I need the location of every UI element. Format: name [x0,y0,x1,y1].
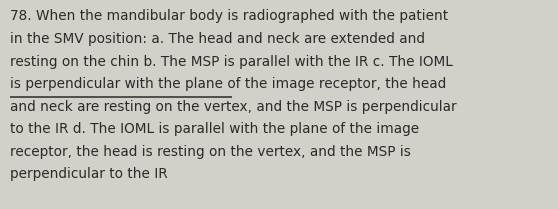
Text: 78. When the mandibular body is radiographed with the patient: 78. When the mandibular body is radiogra… [10,9,448,23]
Text: resting on the chin b. The MSP is parallel with the IR c. The IOML: resting on the chin b. The MSP is parall… [10,55,453,69]
Text: to the IR d. The IOML is parallel with the plane of the image: to the IR d. The IOML is parallel with t… [10,122,419,136]
Text: in the SMV position: a. The head and neck are extended and: in the SMV position: a. The head and nec… [10,32,425,46]
Text: is perpendicular with the plane of the image receptor, the head: is perpendicular with the plane of the i… [10,77,446,91]
Text: receptor, the head is resting on the vertex, and the MSP is: receptor, the head is resting on the ver… [10,145,411,159]
Text: perpendicular to the IR: perpendicular to the IR [10,167,168,181]
Text: and neck are resting on the vertex, and the MSP is perpendicular: and neck are resting on the vertex, and … [10,100,456,114]
